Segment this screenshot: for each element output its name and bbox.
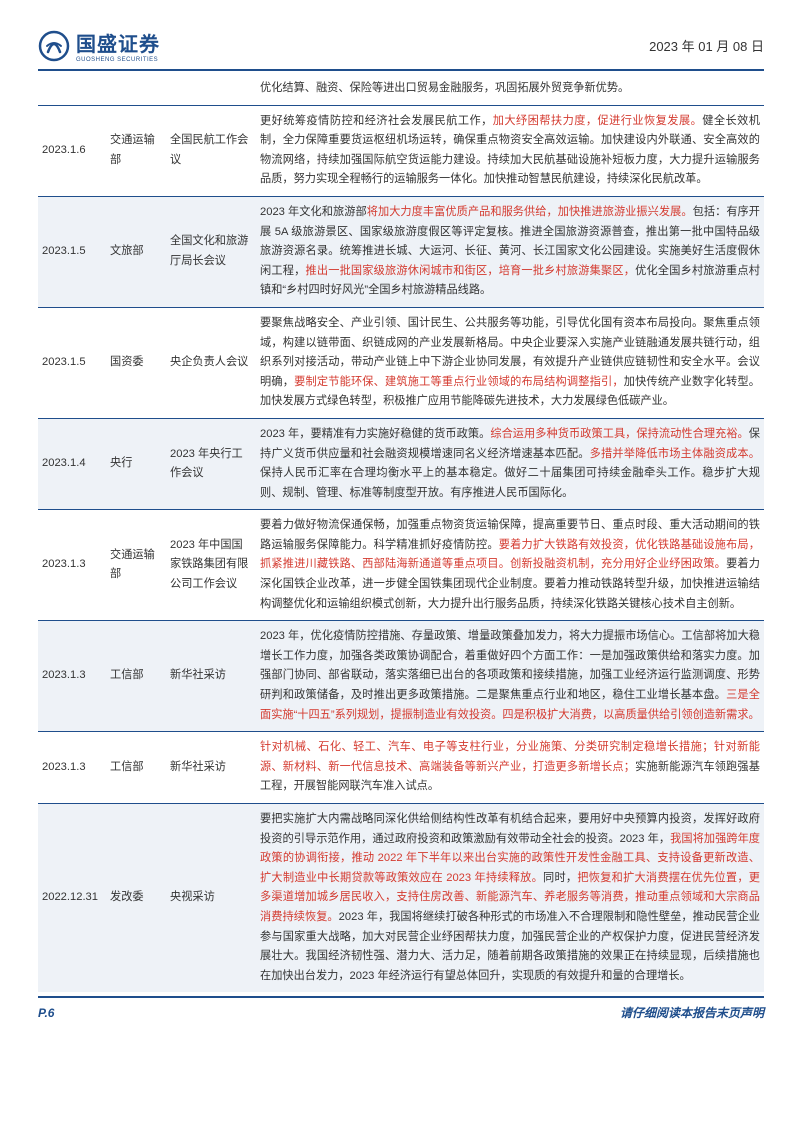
- brand-logo-icon: [38, 30, 70, 62]
- cell-body: 2023 年文化和旅游部将加大力度丰富优质产品和服务供给，加快推进旅游业振兴发展…: [256, 196, 764, 307]
- table-row: 2023.1.3交通运输部2023 年中国国家铁路集团有限公司工作会议要着力做好…: [38, 510, 764, 621]
- cell-body: 针对机械、石化、轻工、汽车、电子等支柱行业，分业施策、分类研究制定稳增长措施；针…: [256, 732, 764, 804]
- report-page: 国盛证券 GUOSHENG SECURITIES 2023 年 01 月 08 …: [0, 0, 802, 1041]
- cell-event: 央视采访: [166, 804, 256, 993]
- table-row: 优化结算、融资、保险等进出口贸易金融服务，巩固拓展外贸竞争新优势。: [38, 73, 764, 105]
- highlight-text: 要制定节能环保、建筑施工等重点行业领域的布局结构调整指引，: [294, 376, 624, 388]
- cell-body: 要着力做好物流保通保畅，加强重点物资货运输保障，提高重要节日、重点时段、重大活动…: [256, 510, 764, 621]
- cell-body: 要把实施扩大内需战略同深化供给侧结构性改革有机结合起来，要用好中央预算内投资，发…: [256, 804, 764, 993]
- table-row: 2023.1.5文旅部全国文化和旅游厅局长会议2023 年文化和旅游部将加大力度…: [38, 196, 764, 307]
- policy-events-table: 优化结算、融资、保险等进出口贸易金融服务，巩固拓展外贸竞争新优势。 2023.1.…: [38, 73, 764, 992]
- table-row: 2023.1.3工信部新华社采访2023 年，优化疫情防控措施、存量政策、增量政…: [38, 621, 764, 732]
- table-row: 2023.1.3工信部新华社采访针对机械、石化、轻工、汽车、电子等支柱行业，分业…: [38, 732, 764, 804]
- brand-name-cn: 国盛证券: [76, 28, 160, 57]
- body-text: 2023 年，要精准有力实施好稳健的货币政策。: [260, 428, 490, 440]
- highlight-text: 推出一批国家级旅游休闲城市和街区，培育一批乡村旅游集聚区，: [305, 265, 635, 277]
- highlight-text: 加大纾困帮扶力度，促进行业恢复发展。: [493, 115, 702, 127]
- cell-event: 2023 年央行工作会议: [166, 418, 256, 509]
- cell-department: 发改委: [106, 804, 166, 993]
- cell-department: 交通运输部: [106, 105, 166, 196]
- brand-name-en: GUOSHENG SECURITIES: [76, 57, 160, 63]
- footer-disclaimer: 请仔细阅读本报告末页声明: [620, 1004, 764, 1021]
- page-footer: P.6 请仔细阅读本报告末页声明: [38, 998, 764, 1021]
- body-text: 优化结算、融资、保险等进出口贸易金融服务，巩固拓展外贸竞争新优势。: [260, 82, 629, 94]
- cell-event: 央企负责人会议: [166, 307, 256, 418]
- cell-event: 全国民航工作会议: [166, 105, 256, 196]
- cell-department: [106, 73, 166, 105]
- cell-department: 交通运输部: [106, 510, 166, 621]
- highlight-text: 将加大力度丰富优质产品和服务供给，加快推进旅游业振兴发展。: [367, 206, 693, 218]
- cell-department: 央行: [106, 418, 166, 509]
- cell-body: 更好统筹疫情防控和经济社会发展民航工作，加大纾困帮扶力度，促进行业恢复发展。健全…: [256, 105, 764, 196]
- table-row: 2023.1.6交通运输部全国民航工作会议更好统筹疫情防控和经济社会发展民航工作…: [38, 105, 764, 196]
- cell-date: 2023.1.4: [38, 418, 106, 509]
- cell-department: 工信部: [106, 621, 166, 732]
- cell-date: 2023.1.3: [38, 510, 106, 621]
- body-text: 同时，: [543, 872, 577, 884]
- body-text: 更好统筹疫情防控和经济社会发展民航工作，: [260, 115, 493, 127]
- cell-event: [166, 73, 256, 105]
- cell-date: 2023.1.3: [38, 621, 106, 732]
- cell-event: 2023 年中国国家铁路集团有限公司工作会议: [166, 510, 256, 621]
- table-row: 2023.1.4央行2023 年央行工作会议2023 年，要精准有力实施好稳健的…: [38, 418, 764, 509]
- page-number: P.6: [38, 1006, 54, 1020]
- cell-event: 新华社采访: [166, 732, 256, 804]
- cell-date: 2022.12.31: [38, 804, 106, 993]
- cell-event: 新华社采访: [166, 621, 256, 732]
- cell-event: 全国文化和旅游厅局长会议: [166, 196, 256, 307]
- cell-date: [38, 73, 106, 105]
- table-row: 2022.12.31发改委央视采访要把实施扩大内需战略同深化供给侧结构性改革有机…: [38, 804, 764, 993]
- highlight-text: 综合运用多种货币政策工具，保持流动性合理充裕。: [490, 428, 748, 440]
- table-row: 2023.1.5国资委央企负责人会议要聚焦战略安全、产业引领、国计民生、公共服务…: [38, 307, 764, 418]
- cell-body: 优化结算、融资、保险等进出口贸易金融服务，巩固拓展外贸竞争新优势。: [256, 73, 764, 105]
- cell-date: 2023.1.3: [38, 732, 106, 804]
- body-text: 2023 年文化和旅游部: [260, 206, 367, 218]
- cell-date: 2023.1.5: [38, 307, 106, 418]
- body-text: 2023 年，优化疫情防控措施、存量政策、增量政策叠加发力，将大力提振市场信心。…: [260, 630, 760, 701]
- page-header: 国盛证券 GUOSHENG SECURITIES 2023 年 01 月 08 …: [38, 28, 764, 71]
- cell-body: 要聚焦战略安全、产业引领、国计民生、公共服务等功能，引导优化国有资本布局投向。聚…: [256, 307, 764, 418]
- cell-date: 2023.1.5: [38, 196, 106, 307]
- cell-department: 文旅部: [106, 196, 166, 307]
- cell-department: 工信部: [106, 732, 166, 804]
- cell-body: 2023 年，优化疫情防控措施、存量政策、增量政策叠加发力，将大力提振市场信心。…: [256, 621, 764, 732]
- brand-logo-block: 国盛证券 GUOSHENG SECURITIES: [38, 28, 160, 63]
- cell-body: 2023 年，要精准有力实施好稳健的货币政策。综合运用多种货币政策工具，保持流动…: [256, 418, 764, 509]
- report-date: 2023 年 01 月 08 日: [649, 36, 764, 55]
- brand-text: 国盛证券 GUOSHENG SECURITIES: [76, 28, 160, 63]
- body-text: 保持人民币汇率在合理均衡水平上的基本稳定。做好二十届集团可持续金融牵头工作。稳步…: [260, 467, 760, 499]
- cell-department: 国资委: [106, 307, 166, 418]
- highlight-text: 多措并举降低市场主体融资成本。: [590, 448, 760, 460]
- cell-date: 2023.1.6: [38, 105, 106, 196]
